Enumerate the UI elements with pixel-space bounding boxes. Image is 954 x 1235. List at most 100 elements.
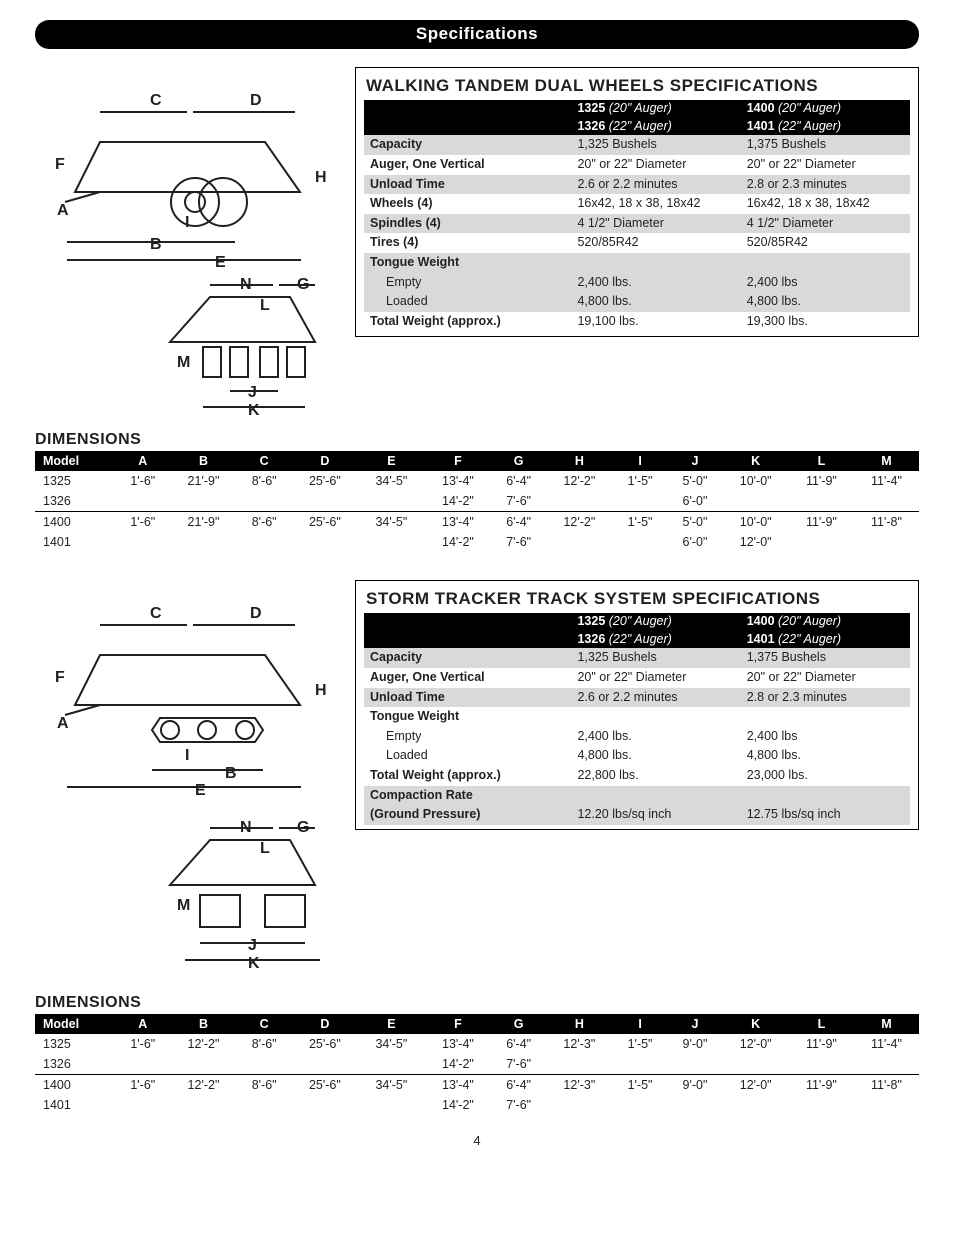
dim-cell (358, 1054, 425, 1075)
spec-row-label: Compaction Rate (364, 786, 571, 806)
spec-table-walking-tandem: WALKING TANDEM DUAL WHEELS SPECIFICATION… (355, 67, 919, 337)
dim-cell: 21'-9" (170, 471, 237, 491)
dim-col-E: E (358, 451, 425, 471)
dim-col-L: L (789, 1014, 854, 1034)
dim-cell: 13'-4" (425, 471, 492, 491)
dim-cell (170, 1054, 237, 1075)
dim-cell: 12'-2" (170, 1075, 237, 1096)
diagram-side-rear-wheels: C D F H A I B E N G L (35, 67, 335, 417)
dim-col-K: K (722, 1014, 789, 1034)
spec-row-label: Loaded (364, 292, 571, 312)
dim-cell: 7'-6" (491, 532, 546, 552)
dim-cell: 7'-6" (491, 491, 546, 512)
spec-row-label: Loaded (364, 746, 571, 766)
dim-cell: 1400 (35, 1075, 115, 1096)
dim-cell (237, 532, 292, 552)
dim-cell: 7'-6" (491, 1095, 546, 1115)
spec-row-label: Empty (364, 727, 571, 747)
svg-text:I: I (185, 214, 189, 231)
dim-cell (668, 1054, 723, 1075)
dim1-table: ModelABCDEFGHIJKLM13251'-6"21'-9"8'-6"25… (35, 451, 919, 552)
spec-table-storm-tracker: STORM TRACKER TRACK SYSTEM SPECIFICATION… (355, 580, 919, 830)
section-storm-tracker: C D F H A I B E N G L M J (35, 580, 919, 980)
dim-cell: 12'-0" (722, 1075, 789, 1096)
dim-cell (854, 1095, 919, 1115)
dim-cell: 11'-8" (854, 1075, 919, 1096)
dim-cell (292, 1054, 359, 1075)
dim-col-D: D (292, 451, 359, 471)
dim-cell: 1'-5" (613, 471, 668, 491)
dim-cell: 5'-0" (668, 512, 723, 533)
dim-cell (854, 1054, 919, 1075)
dim-col-M: M (854, 1014, 919, 1034)
dim-cell: 34'-5" (358, 1034, 425, 1054)
dim-col-C: C (237, 1014, 292, 1034)
svg-text:B: B (150, 236, 162, 253)
svg-text:C: C (150, 92, 162, 109)
dim-cell (237, 1054, 292, 1075)
dim-cell (358, 532, 425, 552)
dim-cell: 1'-6" (115, 471, 170, 491)
dim-col-M: M (854, 451, 919, 471)
dim-cell: 1325 (35, 471, 115, 491)
spec-row-label: Empty (364, 273, 571, 293)
dim-cell (115, 1054, 170, 1075)
dim-col-G: G (491, 1014, 546, 1034)
dim-cell: 11'-4" (854, 471, 919, 491)
dim-cell: 13'-4" (425, 1075, 492, 1096)
dim-cell: 11'-8" (854, 512, 919, 533)
dim-cell: 11'-9" (789, 1075, 854, 1096)
dim-cell: 6'-4" (491, 1075, 546, 1096)
diagram-svg-wheels: C D F H A I B E N G L (35, 67, 335, 417)
dim-cell (237, 1095, 292, 1115)
dim-cell (722, 491, 789, 512)
svg-text:M: M (177, 354, 190, 371)
svg-text:L: L (260, 297, 270, 314)
dim-col-E: E (358, 1014, 425, 1034)
dim-cell: 1401 (35, 532, 115, 552)
dim-cell (292, 532, 359, 552)
dim-col-A: A (115, 1014, 170, 1034)
svg-text:D: D (250, 92, 262, 109)
svg-text:J: J (248, 937, 257, 954)
svg-text:C: C (150, 605, 162, 622)
svg-text:F: F (55, 669, 65, 686)
dim-cell: 1'-6" (115, 1034, 170, 1054)
spec-row-label: Wheels (4) (364, 194, 571, 214)
spec-row-label: Capacity (364, 135, 571, 155)
dim-cell (237, 491, 292, 512)
dim-cell: 1'-5" (613, 512, 668, 533)
dim-cell: 25'-6" (292, 471, 359, 491)
svg-text:D: D (250, 605, 262, 622)
svg-text:L: L (260, 840, 270, 857)
dim-cell: 13'-4" (425, 1034, 492, 1054)
dim-cell: 11'-9" (789, 512, 854, 533)
dim-cell: 6'-0" (668, 491, 723, 512)
svg-text:K: K (248, 955, 260, 972)
dim-cell (789, 1054, 854, 1075)
dim-cell (722, 1095, 789, 1115)
section-walking-tandem: C D F H A I B E N G L (35, 67, 919, 417)
dim1-heading: DIMENSIONS (35, 431, 919, 449)
spec-row-label: Total Weight (approx.) (364, 312, 571, 332)
dim-cell: 12'-0" (722, 532, 789, 552)
dim-cell (613, 491, 668, 512)
svg-text:E: E (195, 782, 206, 799)
dim-cell: 7'-6" (491, 1054, 546, 1075)
dim-cell: 10'-0" (722, 512, 789, 533)
dim-col-J: J (668, 1014, 723, 1034)
svg-text:H: H (315, 169, 327, 186)
dim-cell (115, 491, 170, 512)
dim2-table: ModelABCDEFGHIJKLM13251'-6"12'-2"8'-6"25… (35, 1014, 919, 1115)
spec1-title: WALKING TANDEM DUAL WHEELS SPECIFICATION… (366, 76, 910, 96)
svg-text:I: I (185, 747, 189, 764)
dim-cell: 34'-5" (358, 512, 425, 533)
spec1-table: 1325 (20" Auger)1400 (20" Auger)1326 (22… (364, 100, 910, 332)
dim-cell (546, 532, 613, 552)
spec2-title: STORM TRACKER TRACK SYSTEM SPECIFICATION… (366, 589, 910, 609)
dim-col-J: J (668, 451, 723, 471)
dim-cell: 6'-4" (491, 471, 546, 491)
dim-cell: 12'-3" (546, 1034, 613, 1054)
dim-cell (613, 532, 668, 552)
dim-cell: 14'-2" (425, 532, 492, 552)
